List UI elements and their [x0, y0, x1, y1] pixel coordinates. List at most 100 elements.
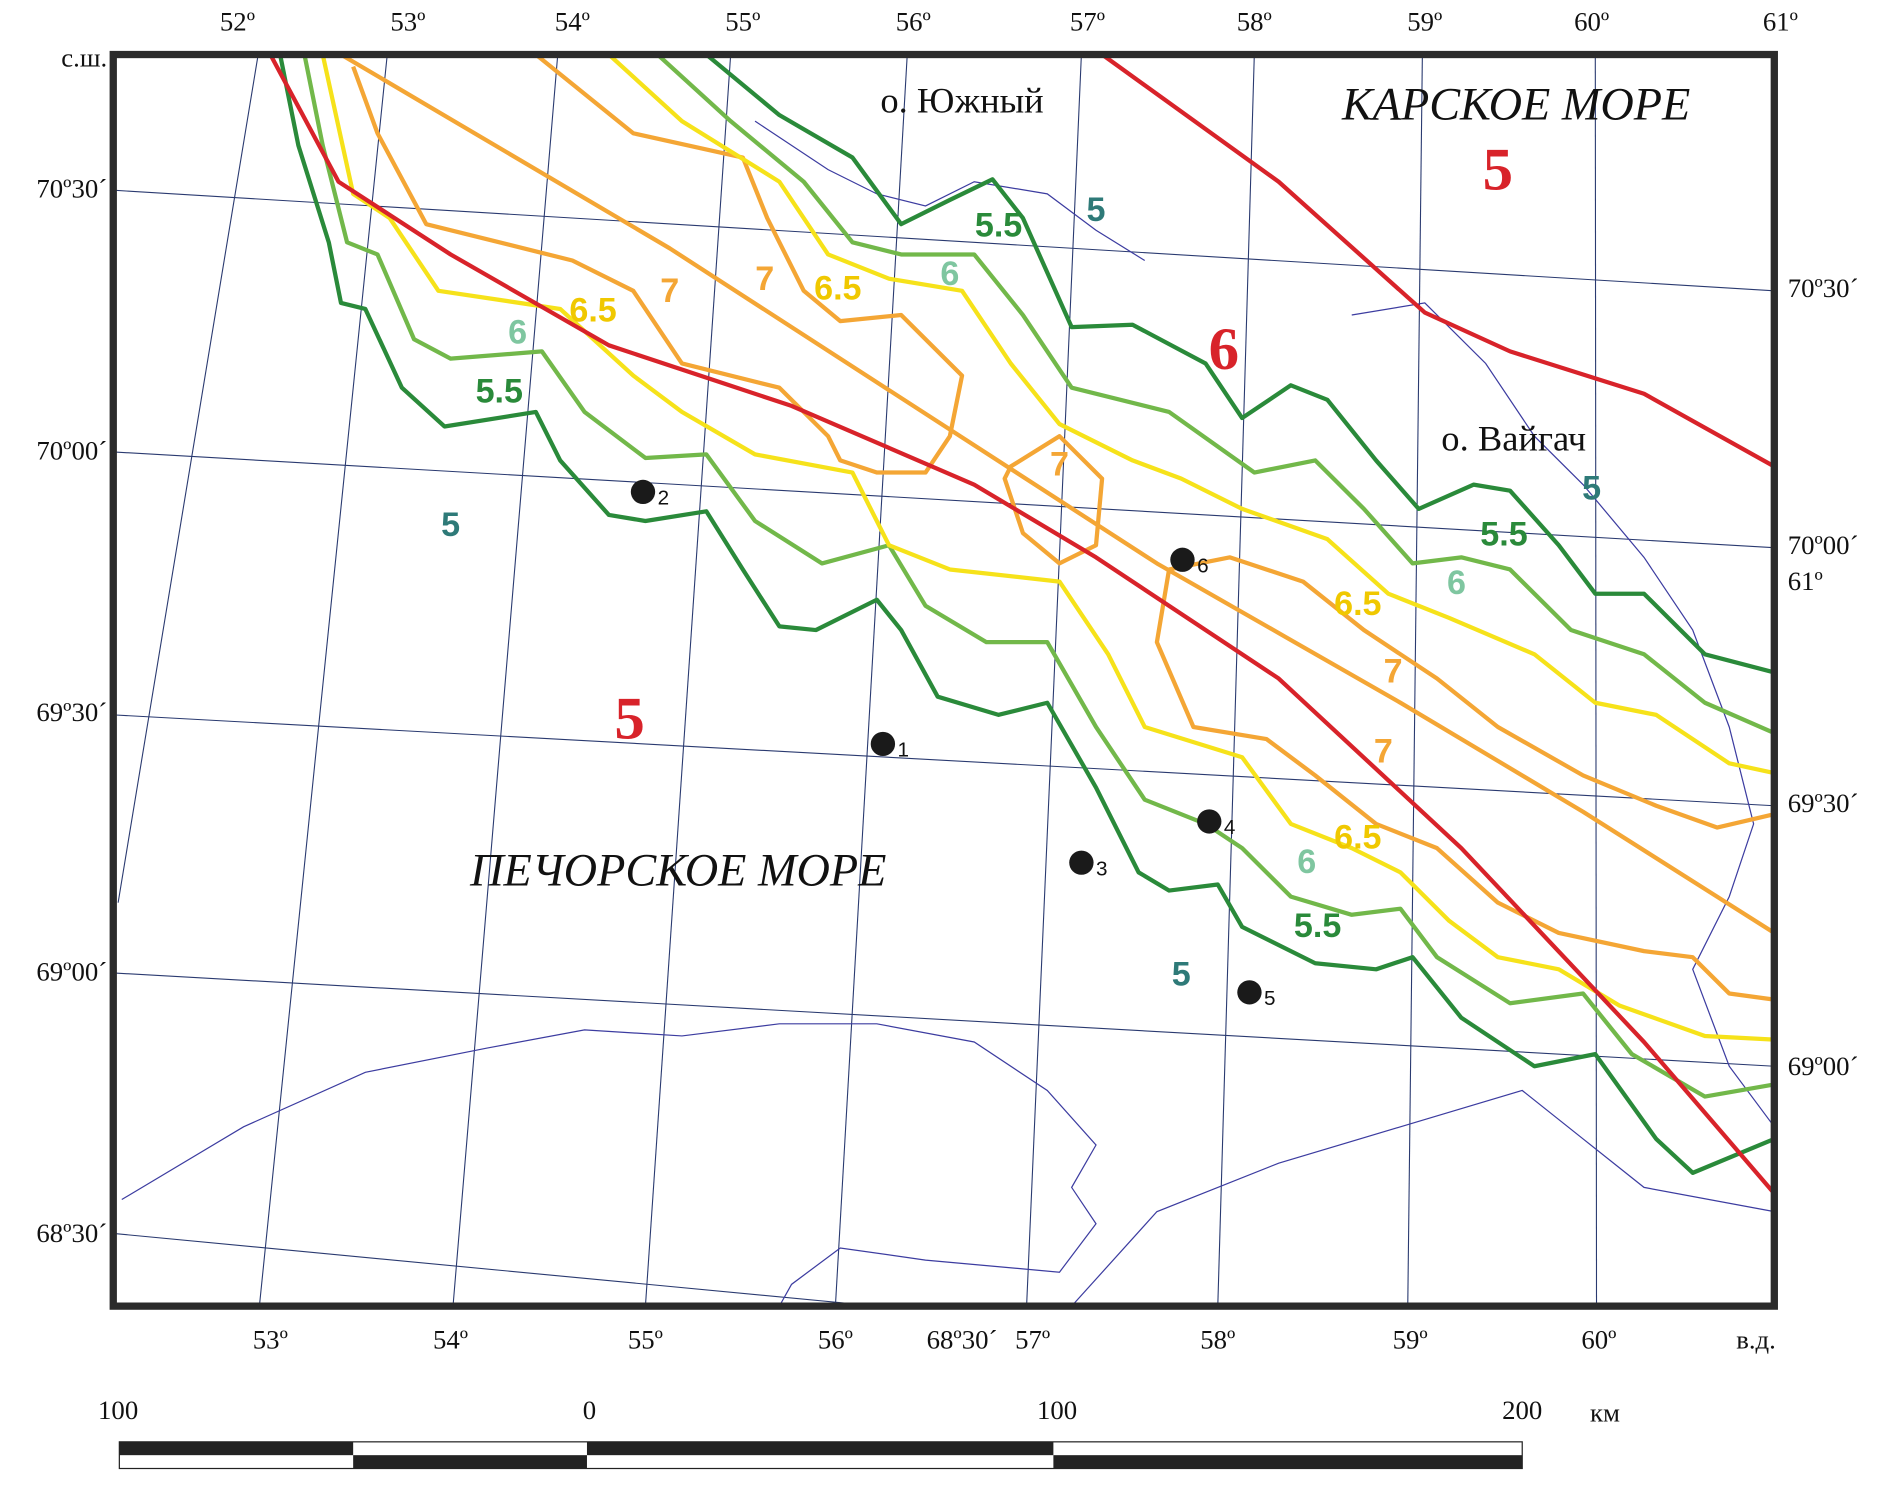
lon-label: 61º — [1763, 6, 1798, 36]
scale-segment — [586, 1441, 1054, 1456]
scale-segment — [119, 1441, 354, 1456]
zone-label: 7 — [1374, 733, 1393, 771]
coast — [1351, 302, 1775, 1128]
station — [870, 731, 896, 757]
station — [1197, 809, 1222, 834]
scale-segment — [1053, 1455, 1523, 1469]
isoline — [704, 52, 1775, 675]
right-latitudes: 70º30´ 70º00´ 61º 69º30´ 69º00´ — [1788, 273, 1859, 1081]
zone-label: 5 — [614, 686, 644, 753]
isoline — [656, 52, 1776, 735]
lon-label: 60º — [1574, 6, 1609, 36]
meridian — [834, 54, 908, 1307]
meridian — [1217, 54, 1255, 1307]
zone-label: 5.5 — [1294, 907, 1341, 945]
parallel — [113, 714, 1775, 807]
lon-label: 57º — [1015, 1325, 1050, 1355]
lat-label: 69º30´ — [1788, 788, 1859, 818]
corner-label: в.д. — [1736, 1325, 1776, 1355]
isoline — [351, 52, 965, 475]
station — [630, 479, 656, 505]
meridian — [644, 54, 732, 1307]
lon-label: 53º — [253, 1325, 288, 1355]
lon-label: 55º — [628, 1325, 663, 1355]
zone-label: 6 — [940, 255, 959, 293]
station-label: 5 — [1264, 987, 1276, 1010]
lat-label: 61º — [1788, 566, 1823, 596]
scale-segment — [353, 1455, 587, 1469]
isoline — [278, 54, 1776, 1175]
lon-label: 68º30´ — [927, 1325, 998, 1355]
meridian — [452, 54, 559, 1307]
scale-bar: 100 0 100 200 км — [98, 1395, 1620, 1470]
zone-label: 5.5 — [975, 207, 1022, 245]
parallel — [113, 451, 1775, 549]
scale-label: 200 — [1502, 1395, 1542, 1425]
meridian — [1407, 54, 1423, 1307]
lon-label: 52º — [220, 6, 255, 36]
zone-label: 5 — [1172, 956, 1191, 994]
station-label: 4 — [1224, 816, 1236, 839]
lon-label: 53º — [390, 6, 425, 36]
station-label: 1 — [898, 739, 910, 762]
isoline — [1154, 555, 1775, 1002]
isoline — [268, 53, 1776, 1195]
lat-label: 69º00´ — [36, 956, 107, 986]
station — [1170, 547, 1195, 572]
island-name: о. Вайгач — [1441, 419, 1586, 459]
coast — [754, 120, 1146, 262]
zone-label: 5 — [1483, 137, 1513, 204]
meridian — [1026, 54, 1082, 1307]
zone-label: 6.5 — [569, 292, 616, 330]
lon-label: 54º — [555, 6, 590, 36]
bottom-longitudes: 53º 54º 55º 56º 68º30´ 57º 58º 59º 60º в… — [253, 1325, 1776, 1355]
scale-label: 0 — [583, 1395, 596, 1425]
zone-label: 6.5 — [814, 270, 861, 308]
stations: 1 2 3 4 5 6 — [630, 479, 1276, 1010]
zone-label: 6.5 — [1334, 819, 1381, 857]
zone-label: 5 — [1087, 191, 1106, 229]
zone-label: 7 — [1384, 653, 1403, 691]
coast — [121, 1023, 1097, 1307]
meridian — [1594, 54, 1598, 1307]
lat-label: 70º30´ — [1788, 273, 1859, 303]
axis-line — [339, 52, 1776, 935]
island-name: о. Южный — [880, 81, 1043, 121]
zone-label: 7 — [755, 260, 774, 298]
isoline — [1002, 434, 1105, 566]
zone-label: 6.5 — [1334, 585, 1381, 623]
isoline — [607, 52, 1775, 776]
lat-label: 70º30´ — [36, 174, 107, 204]
scale-label: 100 — [1037, 1395, 1077, 1425]
parallel — [113, 1232, 877, 1307]
zone-label: 7 — [1050, 446, 1069, 484]
zone-label: 6 — [508, 313, 527, 351]
lon-label: 58º — [1200, 1325, 1235, 1355]
zone-labels: 5 5 5.5 6 6.5 7 7 6.5 6 5.5 6 7 5 5 5.5 … — [441, 137, 1601, 994]
station-label: 2 — [658, 487, 670, 510]
zone-label: 5.5 — [476, 373, 523, 411]
graticule — [113, 54, 1775, 1307]
station — [1069, 850, 1094, 875]
zone-label: 7 — [660, 272, 679, 310]
station-label: 3 — [1096, 857, 1108, 880]
lon-label: 57º — [1070, 6, 1105, 36]
lat-label: 69º00´ — [1788, 1051, 1859, 1081]
meridian — [117, 54, 259, 903]
lon-label: 56º — [896, 6, 931, 36]
isoline — [302, 54, 1775, 1099]
lon-label: 59º — [1407, 6, 1442, 36]
zone-label: 6 — [1447, 564, 1466, 602]
coastline — [121, 120, 1775, 1307]
zone-label: 6 — [1209, 316, 1239, 383]
lon-label: 59º — [1393, 1325, 1428, 1355]
lat-label: 70º00´ — [1788, 530, 1859, 560]
left-latitudes: с.ш. 70º30´ 70º00´ 69º30´ 69º00´ 68º30´ — [36, 43, 107, 1248]
sea-name: КАРСКОЕ МОРЕ — [1341, 79, 1690, 130]
zone-label: 5 — [441, 506, 460, 544]
lat-label: с.ш. — [61, 43, 107, 73]
map-frame — [109, 50, 1778, 1310]
station — [1237, 980, 1262, 1005]
lat-label: 69º30´ — [36, 697, 107, 727]
